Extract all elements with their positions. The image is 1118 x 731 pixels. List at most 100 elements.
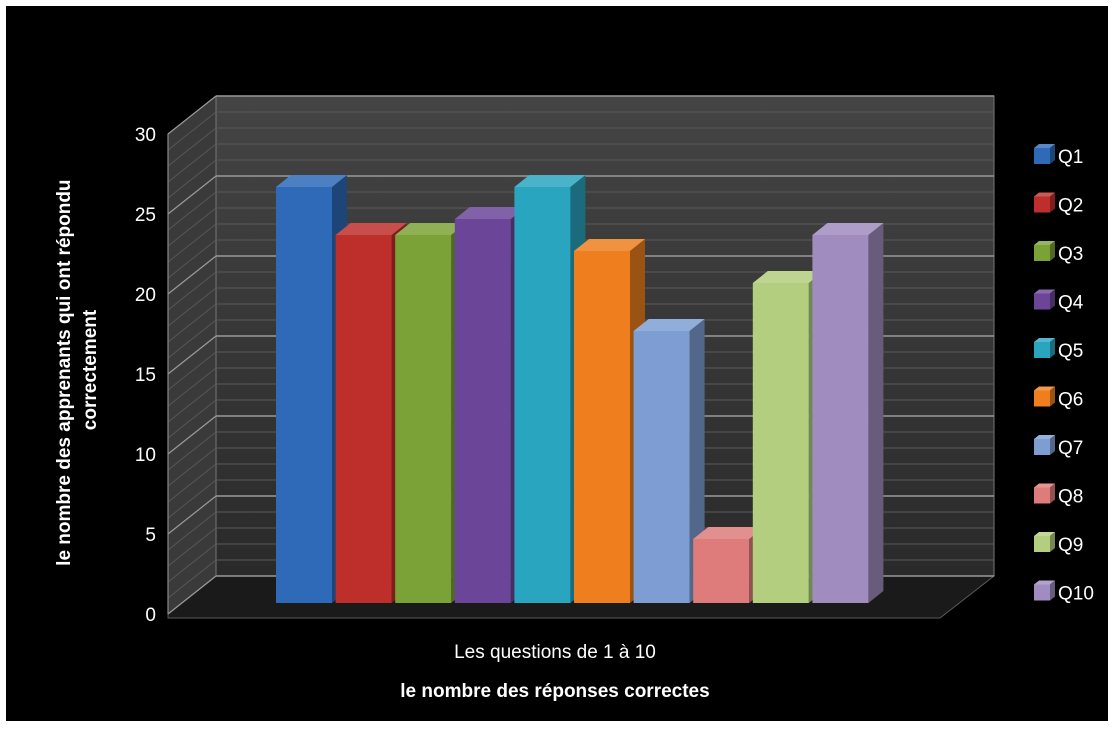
legend-item-q9: Q9 [1034,532,1083,556]
legend-swatch-side [1050,532,1055,552]
legend-swatch-top [1034,144,1055,148]
minor-gridline-side [167,431,217,471]
minor-gridline-side [167,447,217,487]
legend-swatch-top [1034,435,1055,439]
bar-top [574,239,645,251]
minor-gridline-side [167,271,217,311]
legend-label: Q4 [1058,293,1084,314]
x-category-label: Les questions de 1 à 10 [454,642,656,663]
legend-swatch [1034,390,1050,407]
legend-item-q6: Q6 [1034,386,1083,411]
bar-front [395,235,452,603]
y-tick-label: 20 [135,285,156,306]
bar-front [335,235,392,603]
minor-gridline-side [167,111,217,151]
bar-top [276,175,347,187]
legend-swatch-side [1050,289,1055,310]
minor-gridline-side [167,303,217,343]
y-axis-title-line-2: correctement [80,309,101,430]
legend-swatch [1034,439,1050,455]
major-gridline-side [167,335,217,375]
minor-gridline-side [167,559,217,599]
bar-top [812,223,884,235]
y-tick-label: 15 [135,365,156,386]
legend-swatch-side [1050,386,1055,407]
minor-gridline-side [167,223,217,263]
bars-group [276,175,884,603]
minor-gridline-side [167,191,217,231]
legend-swatch [1034,245,1050,261]
legend-label: Q7 [1058,438,1083,459]
bar-front [812,235,869,603]
major-gridline-side [167,175,217,215]
bar-front [752,283,809,603]
bar-front [454,219,511,603]
legend-swatch-top [1034,338,1055,342]
minor-gridline-side [167,511,217,551]
minor-gridline-side [167,239,217,279]
bar-top [395,223,467,235]
minor-gridline-side [167,543,217,583]
minor-gridline-side [167,319,217,359]
legend-label: Q2 [1058,196,1083,217]
minor-gridline-side [167,383,217,423]
legend-label: Q3 [1058,244,1083,265]
y-tick-label: 30 [135,125,156,146]
legend-swatch-side [1050,338,1055,358]
minor-gridline-side [167,127,217,167]
legend-swatch [1034,487,1050,504]
bar-top [335,223,407,235]
major-gridline-side [167,575,217,615]
legend-swatch [1034,293,1050,310]
minor-gridline-side [167,367,217,407]
legend-swatch-side [1050,483,1055,504]
bar-top [693,527,765,539]
legend-swatch-side [1050,241,1055,261]
major-gridline-side [167,415,217,455]
x-axis-title: le nombre des réponses correctes [400,681,709,702]
bar-q10 [812,223,884,603]
minor-gridline-side [167,207,217,247]
legend-swatch-side [1050,144,1055,164]
legend-swatch-top [1034,241,1055,245]
legend-swatch-top [1034,192,1055,197]
legend-swatch-top [1034,386,1055,391]
bar-top [454,207,526,219]
bar-q7 [633,319,705,603]
legend-swatch [1034,584,1050,601]
legend-label: Q1 [1058,147,1083,168]
y-tick-label: 5 [145,525,156,546]
major-gridline-side [167,95,217,135]
y-axis-tick-labels: 0 5 10 15 20 25 30 [135,125,156,626]
bar-front [514,187,571,603]
legend-swatch-top [1034,532,1055,536]
bar-side [868,223,884,603]
legend-item-q8: Q8 [1034,483,1083,508]
legend-item-q3: Q3 [1034,241,1083,265]
legend-label: Q8 [1058,487,1083,508]
legend-swatch [1034,536,1050,552]
major-gridline-side [167,495,217,535]
legend-item-q7: Q7 [1034,435,1083,459]
y-axis-title: le nombre des apprenants qui ont répondu… [54,174,101,566]
legend-swatch-side [1050,192,1055,213]
legend-item-q4: Q4 [1034,289,1084,314]
legend-swatch-side [1050,580,1055,601]
legend-swatch [1034,148,1050,164]
y-tick-label: 0 [145,605,156,626]
legend: Q1 Q2 Q3 Q4 Q5 Q6 Q7 Q8 Q9 Q10 [1034,144,1094,605]
bar-front [276,187,332,603]
minor-gridline-side [167,351,217,391]
bar-top [752,271,824,283]
y-tick-label: 10 [135,445,156,466]
minor-gridline-side [167,527,217,567]
legend-swatch [1034,196,1050,213]
legend-item-q1: Q1 [1034,144,1083,168]
legend-swatch-side [1050,435,1055,455]
legend-swatch [1034,342,1050,358]
legend-label: Q5 [1058,341,1083,362]
minor-gridline-side [167,479,217,519]
bar-top [633,319,705,331]
legend-item-q5: Q5 [1034,338,1083,362]
